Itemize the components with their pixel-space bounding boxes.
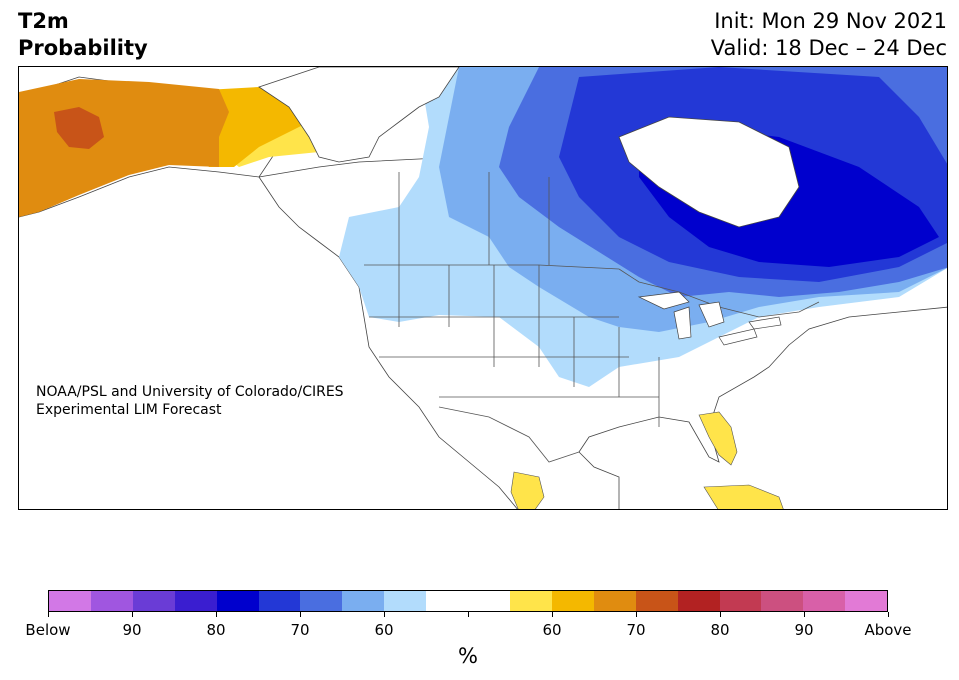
- colorbar-tick: [131, 612, 133, 617]
- colorbar-segment: [342, 591, 385, 611]
- colorbar-segment: [551, 591, 594, 611]
- colorbar-tick-label: Below: [25, 621, 71, 639]
- colorbar-segment: [132, 591, 175, 611]
- colorbar-segment: [90, 591, 133, 611]
- warm-80-region-alaska: [19, 79, 229, 217]
- probability-map: [19, 67, 947, 509]
- colorbar-segment: [677, 591, 720, 611]
- title-line-1: T2m: [18, 9, 69, 33]
- great-lakes: [637, 291, 782, 346]
- colorbar-tick-label: 80: [710, 621, 730, 639]
- colorbar-tick: [215, 612, 217, 617]
- colorbar-segment: [761, 591, 804, 611]
- colorbar-segment: [174, 591, 217, 611]
- colorbar-tick-label: 90: [794, 621, 814, 639]
- colorbar-tick-label: 70: [626, 621, 646, 639]
- warm-60-region-mexico: [510, 471, 545, 509]
- colorbar-tick: [467, 612, 469, 617]
- credit-line-2: Experimental LIM Forecast: [36, 402, 222, 418]
- map-title: T2m Probability: [18, 8, 148, 62]
- colorbar-tick: [551, 612, 553, 617]
- colorbar-tick: [803, 612, 805, 617]
- colorbar-segment: [216, 591, 259, 611]
- arctic-waters: [258, 67, 460, 163]
- init-date: Init: Mon 29 Nov 2021: [714, 9, 947, 33]
- colorbar-unit: %: [458, 644, 478, 668]
- warm-90-region-alaska: [54, 107, 104, 149]
- title-line-2: Probability: [18, 36, 148, 60]
- colorbar-tick: [383, 612, 385, 617]
- colorbar-tick: [887, 612, 889, 617]
- colorbar-tick: [719, 612, 721, 617]
- colorbar-segment: [468, 591, 510, 611]
- warm-60-region-cuba: [703, 484, 784, 509]
- colorbar-tick: [635, 612, 637, 617]
- warm-60-region-florida: [698, 411, 738, 466]
- colorbar-tick-label: 90: [122, 621, 142, 639]
- forecast-dates: Init: Mon 29 Nov 2021 Valid: 18 Dec – 24…: [711, 8, 947, 62]
- colorbar-segment: [426, 591, 469, 611]
- colorbar-segment: [509, 591, 552, 611]
- colorbar-tick-label: 60: [374, 621, 394, 639]
- colorbar-segment: [845, 591, 888, 611]
- colorbar: [48, 590, 888, 612]
- colorbar-segment: [49, 591, 91, 611]
- colorbar-tick-label: 60: [542, 621, 562, 639]
- colorbar-tick: [47, 612, 49, 617]
- colorbar-tick-label: 80: [206, 621, 226, 639]
- colorbar-segment: [803, 591, 846, 611]
- colorbar-segment: [719, 591, 762, 611]
- valid-range: Valid: 18 Dec – 24 Dec: [710, 36, 947, 60]
- colorbar-segment: [593, 591, 636, 611]
- colorbar-tick-label: Above: [864, 621, 912, 639]
- hudson-bay: [618, 116, 800, 228]
- credit-note: NOAA/PSL and University of Colorado/CIRE…: [36, 383, 344, 419]
- colorbar-segment: [635, 591, 678, 611]
- map-panel: [18, 66, 948, 510]
- political-borders: [364, 172, 820, 463]
- colorbar-tick-label: 70: [290, 621, 310, 639]
- colorbar-segment: [384, 591, 427, 611]
- colorbar-tick: [299, 612, 301, 617]
- credit-line-1: NOAA/PSL and University of Colorado/CIRE…: [36, 384, 344, 400]
- colorbar-segment: [258, 591, 301, 611]
- colorbar-segment: [300, 591, 343, 611]
